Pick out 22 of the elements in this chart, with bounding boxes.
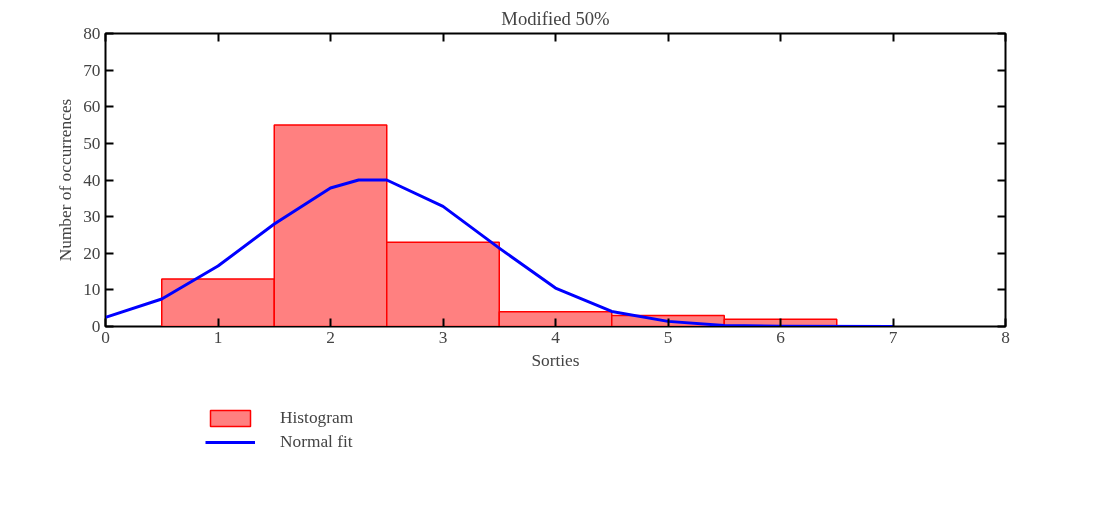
x-tick-label: 2 xyxy=(326,327,335,347)
y-tick-label: 30 xyxy=(83,207,101,227)
chart-title: Modified 50% xyxy=(501,7,610,29)
legend-label: Histogram xyxy=(280,408,354,428)
x-axis-title: Sorties xyxy=(531,350,580,370)
y-tick-label: 70 xyxy=(83,60,101,80)
x-tick-label: 3 xyxy=(438,327,448,347)
x-tick-label: 5 xyxy=(663,327,673,347)
y-tick-label: 40 xyxy=(83,170,101,190)
y-tick-label: 80 xyxy=(83,24,101,43)
x-tick-label: 4 xyxy=(551,327,561,347)
y-tick-label: 20 xyxy=(83,243,101,263)
legend-label: Normal fit xyxy=(280,432,353,452)
y-tick-label: 10 xyxy=(83,280,101,300)
x-tick-label: 1 xyxy=(213,327,223,347)
y-tick-label: 60 xyxy=(83,97,101,117)
y-axis-title: Number of occurrences xyxy=(56,98,76,262)
x-tick-label: 7 xyxy=(888,327,898,347)
x-tick-label: 6 xyxy=(776,327,786,347)
y-tick-label: 50 xyxy=(83,133,101,153)
x-tick-label: 8 xyxy=(1001,327,1010,347)
line-series xyxy=(105,178,895,327)
